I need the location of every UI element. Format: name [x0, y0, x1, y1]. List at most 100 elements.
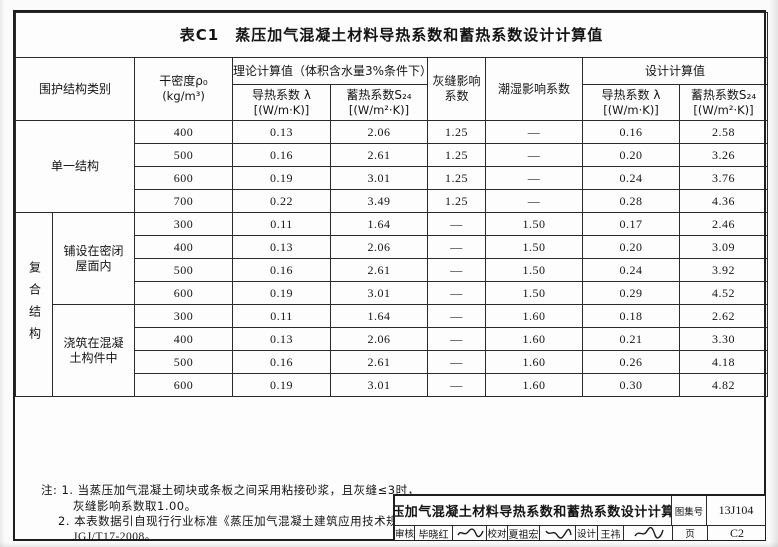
footnote-line: 2. 本表数据引自现行行业标准《蒸压加气混凝土建筑应用技术规程》: [58, 514, 423, 528]
table-cell: 0.17: [582, 212, 680, 236]
table-cell: 0.13: [232, 235, 331, 259]
table-cell: —: [427, 235, 486, 259]
designer-signature: [624, 526, 673, 540]
table-cell: 700: [134, 189, 233, 213]
table-cell: 1.60: [485, 373, 583, 397]
table-cell: —: [485, 166, 583, 190]
table-cell: —: [427, 258, 486, 282]
page-number: C2: [729, 526, 744, 540]
table-row: 浇筑在混凝土构件中 300 0.11 1.64 — 1.60 0.18 2.62: [16, 304, 769, 397]
table-cell: —: [485, 189, 583, 213]
table-row: 400 0.13 2.06 — 1.60 0.21 3.30: [16, 327, 769, 351]
header-density: 干密度ρ₀ (kg/m³): [134, 57, 233, 121]
table-cell: 3.30: [678, 327, 769, 351]
reviewer-label: 审核: [395, 526, 415, 540]
table-cell: 600: [134, 373, 233, 397]
table-cell: 0.21: [582, 327, 680, 351]
table-cell: 0.16: [582, 120, 680, 144]
table-cell: 0.13: [232, 120, 331, 144]
header-joint-factor: 灰缝影响 系数: [427, 57, 486, 121]
header-s24-label: 蓄热系数S₂₄: [346, 87, 412, 102]
header-category: 围护结构类别: [15, 57, 135, 121]
table-cell: 300: [134, 304, 233, 328]
atlas-number-value: 13J104: [718, 503, 754, 517]
table-cell: 2.61: [330, 143, 428, 167]
table-cell: 2.61: [330, 258, 428, 282]
table-cell: 2.46: [678, 212, 769, 236]
table-cell: —: [485, 143, 583, 167]
scan-edge: [0, 0, 5, 547]
row-group-roof-laid: 铺设在密闭屋面内: [52, 212, 135, 305]
table-cell: 3.01: [330, 166, 428, 190]
table-cell: 3.49: [330, 189, 428, 213]
table-cell: 0.11: [232, 212, 331, 236]
thermal-coefficient-table: 表C1 蒸压加气混凝土材料导热系数和蓄热系数设计计算值 围护结构类别 干密度ρ₀…: [14, 12, 769, 397]
header-density-unit: (kg/m³): [162, 89, 205, 104]
checker-name: 夏祖宏: [508, 526, 540, 540]
header-joint-line2: 系数: [444, 89, 469, 103]
table-cell: 1.60: [485, 304, 583, 328]
title-block-title: 蒸压加气混凝土材料导热系数和蓄热系数设计计算值: [395, 496, 672, 525]
footnote-line: JGJ/T17-2008。: [73, 530, 157, 543]
table-cell: 500: [134, 143, 233, 167]
atlas-number-label: 图集号: [672, 496, 707, 525]
table-cell: 0.28: [582, 189, 680, 213]
table-row: 复合结构 铺设在密闭屋面内 300 0.11 1.64 — 1.50 0.17 …: [15, 212, 769, 397]
header-lambda-unit: [(W/m·K)]: [253, 102, 310, 117]
table-row: 400 0.13 2.06 — 1.50 0.20 3.09: [16, 235, 769, 259]
table-cell: 0.24: [582, 166, 680, 190]
table-cell: 0.20: [582, 235, 680, 259]
table-cell: 2.06: [330, 327, 428, 351]
table-title: 表C1 蒸压加气混凝土材料导热系数和蓄热系数设计计算值: [14, 12, 769, 58]
table-cell: —: [485, 120, 583, 144]
table-cell: 1.64: [330, 212, 428, 236]
table-cell: 0.22: [232, 189, 331, 213]
table-cell: 0.16: [232, 350, 331, 374]
table-cell: 2.61: [330, 350, 428, 374]
table-cell: 4.18: [678, 350, 769, 374]
header-theory-s24: 蓄热系数S₂₄ [(W/m²·K)]: [330, 84, 428, 121]
table-cell: 0.26: [582, 350, 680, 374]
table-cell: 500: [134, 350, 233, 374]
table-cell: 1.60: [485, 327, 583, 351]
table-cell: 500: [134, 258, 233, 282]
table-cell: 3.01: [330, 373, 428, 397]
footnotes: 注: 1. 当蒸压加气混凝土砌块或条板之间采用粘接砂浆，且灰缝≤3时， 灰缝影响…: [41, 483, 422, 545]
header-lambda-unit: [(W/m·K)]: [603, 102, 659, 117]
table-cell: 600: [134, 166, 233, 190]
table-cell: 4.36: [678, 189, 769, 213]
header-design-group: 设计计算值: [581, 57, 769, 85]
table-cell: 4.82: [678, 373, 769, 397]
table-cell: 0.19: [232, 281, 331, 305]
table-cell: 1.64: [330, 304, 428, 328]
table-cell: 0.18: [582, 304, 680, 328]
table-cell: 600: [134, 281, 233, 305]
table-row: 单一结构 400 0.13 2.06 1.25 — 0.16 2.58: [15, 120, 769, 213]
table-cell: —: [427, 304, 486, 328]
table-cell: 1.60: [485, 350, 583, 374]
header-moisture-factor: 潮湿影响系数: [485, 57, 583, 121]
header-joint-line1: 灰缝影响: [432, 74, 481, 88]
row-group-cast-in-concrete: 浇筑在混凝土构件中: [52, 304, 135, 397]
table-cell: 1.50: [485, 235, 583, 259]
table-cell: 3.01: [330, 281, 428, 305]
table-row: 500 0.16 2.61 1.25 — 0.20 3.26: [16, 143, 769, 167]
table-cell: —: [427, 281, 486, 305]
table-cell: 0.19: [232, 166, 331, 190]
table-cell: 2.06: [330, 120, 428, 144]
footnote-line: 灰缝影响系数取1.00。: [73, 498, 197, 513]
table-cell: —: [427, 327, 486, 351]
header-theory-lambda: 导热系数 λ [(W/m·K)]: [232, 84, 331, 121]
table-cell: 1.50: [485, 258, 583, 282]
header-s24-unit: [(W/m²·K)]: [693, 102, 754, 117]
table-cell: 3.76: [678, 166, 769, 190]
checker-label: 校对: [487, 526, 508, 540]
reviewer-name: 毕晓红: [415, 526, 453, 540]
table-row: 600 0.19 3.01 — 1.50 0.29 4.52: [16, 281, 769, 305]
table-cell: 1.25: [427, 120, 486, 144]
table-cell: 2.06: [330, 235, 428, 259]
table-cell: 1.25: [427, 166, 486, 190]
row-group-single-structure: 单一结构: [15, 120, 135, 213]
